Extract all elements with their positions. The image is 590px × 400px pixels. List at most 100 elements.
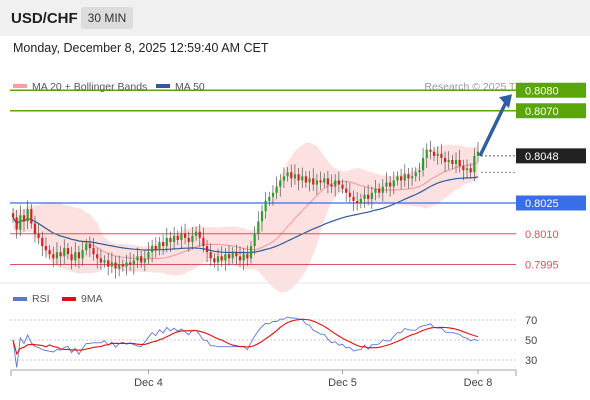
candle bbox=[315, 174, 318, 195]
arrow-head bbox=[499, 94, 512, 109]
candle-body bbox=[74, 252, 77, 261]
candle-body bbox=[194, 231, 198, 236]
candle-body bbox=[348, 192, 351, 197]
rsi-line bbox=[12, 316, 479, 368]
candle bbox=[312, 168, 315, 191]
candle-body bbox=[356, 200, 359, 203]
candle bbox=[286, 167, 289, 182]
legend-9ma-label: 9MA bbox=[81, 293, 103, 305]
candle bbox=[143, 250, 146, 272]
candle-body bbox=[92, 248, 95, 255]
candle-body bbox=[55, 252, 59, 259]
candle-body bbox=[323, 178, 326, 183]
candle bbox=[129, 252, 132, 271]
candle bbox=[194, 226, 198, 241]
last-price-bg bbox=[516, 148, 586, 164]
candle-body bbox=[227, 254, 231, 259]
candle-body bbox=[334, 180, 337, 187]
candle bbox=[44, 237, 48, 258]
candle-body bbox=[103, 260, 106, 263]
candle bbox=[19, 205, 22, 237]
candle bbox=[107, 252, 110, 276]
candle bbox=[151, 239, 154, 263]
timestamp: Monday, December 8, 2025 12:59:40 AM CET bbox=[13, 41, 269, 55]
candle bbox=[374, 179, 377, 201]
candle-body bbox=[315, 180, 318, 185]
candle-body bbox=[11, 213, 15, 218]
candle bbox=[26, 200, 29, 230]
candle bbox=[462, 159, 465, 181]
candle-body bbox=[410, 176, 414, 179]
candle bbox=[451, 154, 454, 170]
timeframe-badge[interactable]: 30 MIN bbox=[81, 7, 133, 29]
candle bbox=[301, 167, 304, 189]
candle bbox=[271, 185, 275, 206]
candle bbox=[209, 243, 212, 266]
candle bbox=[432, 146, 436, 161]
candle bbox=[326, 170, 329, 194]
candle-body bbox=[147, 252, 150, 259]
candle bbox=[227, 245, 231, 266]
candle-body bbox=[238, 256, 242, 261]
candle bbox=[202, 227, 205, 253]
candle-body bbox=[162, 241, 165, 247]
candle bbox=[162, 234, 165, 255]
candle-body bbox=[473, 155, 476, 173]
candle bbox=[465, 159, 469, 178]
candle-body bbox=[205, 246, 209, 253]
candle bbox=[341, 179, 344, 194]
candle bbox=[216, 248, 220, 272]
candle bbox=[447, 151, 450, 170]
candle-body bbox=[125, 262, 128, 267]
symbol-title: USD/CHF bbox=[11, 10, 78, 27]
level-tag-bg-0.8025 bbox=[516, 195, 586, 211]
candle-body bbox=[213, 258, 216, 263]
candle bbox=[154, 237, 157, 258]
level-tag-0.8025: 0.8025 bbox=[525, 198, 559, 210]
candle bbox=[118, 255, 121, 277]
candle bbox=[418, 162, 421, 182]
candle-body bbox=[183, 233, 187, 238]
candle bbox=[110, 252, 113, 273]
candle-body bbox=[44, 246, 48, 251]
candle-body bbox=[381, 186, 384, 193]
candle-body bbox=[88, 244, 91, 249]
arrow-shaft bbox=[478, 101, 508, 157]
candle bbox=[191, 226, 194, 250]
candle-body bbox=[476, 151, 480, 156]
candle bbox=[378, 183, 381, 198]
candle bbox=[81, 241, 84, 266]
candle-body bbox=[282, 176, 286, 181]
candle-body bbox=[30, 209, 33, 224]
x-axis: Dec 4 Dec 5 Dec 8 bbox=[10, 369, 517, 389]
candle bbox=[140, 251, 143, 268]
candle-body bbox=[253, 233, 256, 247]
candle-body bbox=[224, 254, 227, 261]
candle bbox=[443, 151, 447, 173]
candle bbox=[213, 253, 216, 268]
candle bbox=[425, 143, 428, 168]
candle bbox=[381, 179, 384, 202]
candle bbox=[290, 164, 293, 188]
candle-body bbox=[165, 237, 168, 247]
candle bbox=[264, 192, 267, 219]
candle bbox=[48, 245, 51, 260]
candle bbox=[348, 182, 351, 204]
candle-body bbox=[59, 252, 62, 257]
candle-body bbox=[279, 180, 282, 187]
candle bbox=[63, 239, 66, 264]
candle-body bbox=[432, 151, 436, 156]
candle bbox=[304, 171, 308, 188]
candle bbox=[59, 245, 62, 267]
candle-body bbox=[389, 182, 392, 187]
candle bbox=[389, 176, 392, 197]
candle bbox=[70, 246, 73, 270]
candle bbox=[235, 244, 238, 266]
candle bbox=[282, 167, 286, 189]
candle-body bbox=[176, 235, 179, 240]
legend-rsi-swatch bbox=[13, 297, 27, 301]
x-tick-Dec-4: Dec 4 bbox=[134, 377, 163, 389]
chart-header: USD/CHF 30 MIN bbox=[0, 0, 590, 36]
candle-body bbox=[209, 252, 212, 259]
